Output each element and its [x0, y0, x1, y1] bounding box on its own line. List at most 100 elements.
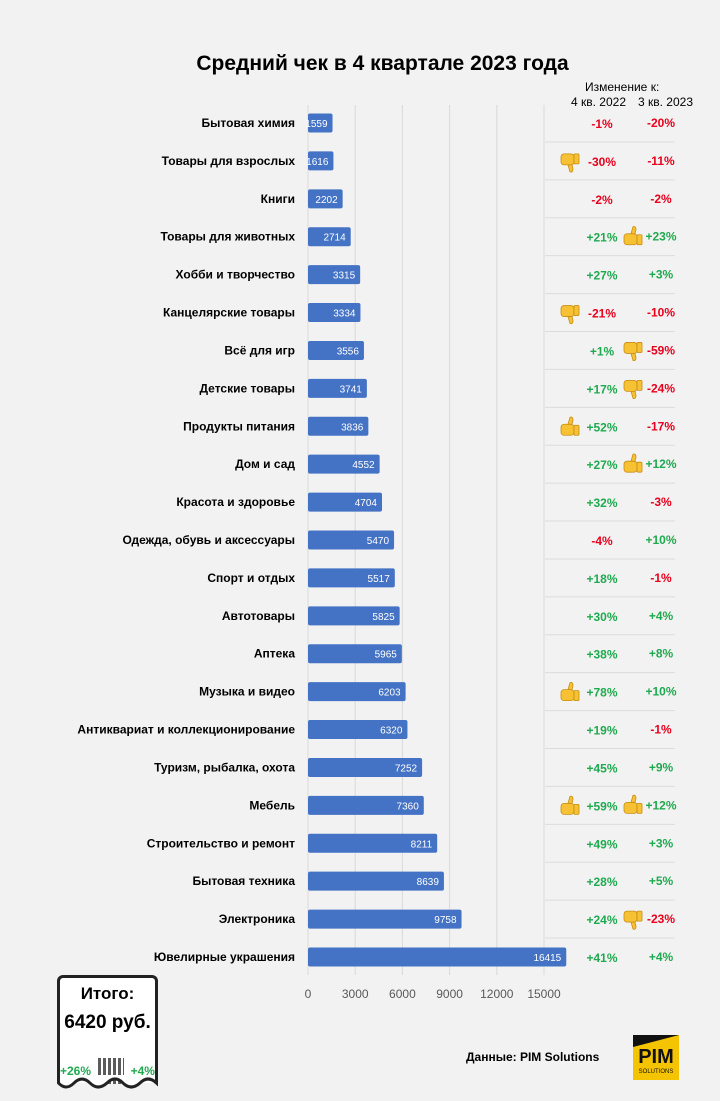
summary-change-q4-2022: +26% — [60, 1064, 92, 1078]
bar-value-label: 16415 — [533, 953, 561, 964]
change-q4-2022: +27% — [586, 269, 617, 283]
thumbs-down-icon — [560, 153, 580, 173]
category-label: Туризм, рыбалка, охота — [154, 760, 295, 774]
x-tick-label: 12000 — [480, 987, 514, 1001]
category-label: Автотовары — [222, 609, 295, 623]
thumbs-up-icon — [623, 226, 643, 246]
change-q3-2023: +10% — [645, 685, 676, 699]
change-q4-2022: -4% — [591, 534, 613, 548]
category-label: Бытовая техника — [192, 874, 295, 888]
bar-value-label: 4552 — [352, 460, 375, 471]
bar — [308, 947, 567, 967]
change-q4-2022: +41% — [586, 951, 617, 965]
category-label: Продукты питания — [183, 419, 295, 433]
change-q4-2022: +21% — [586, 231, 617, 245]
change-q4-2022: +49% — [586, 837, 617, 851]
change-q4-2022: +78% — [586, 686, 617, 700]
change-q4-2022: +28% — [586, 875, 617, 889]
category-label: Товары для животных — [161, 230, 296, 244]
bar-value-label: 7360 — [397, 801, 420, 812]
bar — [308, 757, 423, 777]
thumbs-down-icon — [623, 379, 643, 399]
change-q3-2023: -11% — [647, 154, 675, 168]
bar-value-label: 7252 — [395, 763, 418, 774]
bar-value-label: 2202 — [315, 195, 338, 206]
change-q3-2023: -17% — [647, 419, 675, 433]
bar — [308, 454, 380, 474]
bar — [308, 227, 351, 247]
change-q4-2022: +27% — [586, 458, 617, 472]
change-q3-2023: +8% — [649, 647, 674, 661]
change-q3-2023: +3% — [649, 268, 674, 282]
change-q3-2023: +23% — [645, 230, 676, 244]
receipt-wave-edge — [57, 1075, 158, 1089]
category-label: Бытовая химия — [202, 116, 295, 130]
bar-value-label: 5825 — [372, 612, 395, 623]
bar — [308, 644, 402, 664]
bar — [308, 795, 424, 815]
bar — [308, 720, 408, 740]
change-q3-2023: -20% — [647, 116, 675, 130]
change-q4-2022: +59% — [586, 799, 617, 813]
change-q4-2022: +17% — [586, 382, 617, 396]
summary-change-q3-2023: +4% — [130, 1064, 155, 1078]
thumbs-up-icon — [623, 453, 643, 473]
bar-value-label: 4704 — [355, 498, 378, 509]
bar — [308, 833, 438, 853]
category-label: Ювелирные украшения — [154, 950, 295, 964]
bar-value-label: 6203 — [378, 688, 401, 699]
bar — [308, 378, 367, 398]
x-tick-label: 9000 — [436, 987, 463, 1001]
change-q3-2023: +3% — [649, 836, 674, 850]
change-q3-2023: -3% — [650, 495, 672, 509]
thumbs-up-icon — [560, 416, 580, 436]
x-tick-label: 3000 — [342, 987, 369, 1001]
category-label: Аптека — [254, 647, 295, 661]
category-label: Всё для игр — [224, 343, 295, 357]
summary-receipt: Итого: 6420 руб. +26% +4% — [57, 975, 158, 1084]
bar-value-label: 3836 — [341, 422, 364, 433]
change-q3-2023: -23% — [647, 912, 675, 926]
pim-logo: PIM SOLUTIONS — [633, 1035, 679, 1080]
thumbs-up-icon — [623, 794, 643, 814]
change-header: Изменение к: — [585, 80, 660, 94]
category-label: Красота и здоровье — [176, 495, 295, 509]
change-column-q3-2023: 3 кв. 2023 — [638, 95, 693, 109]
bar — [308, 909, 462, 929]
bar — [308, 871, 444, 891]
summary-label: Итого: — [80, 984, 135, 1003]
category-label: Детские товары — [199, 381, 295, 395]
change-q3-2023: -24% — [647, 381, 675, 395]
category-label: Мебель — [249, 798, 295, 812]
category-label: Антиквариат и коллекционирование — [77, 723, 295, 737]
change-q4-2022: +24% — [586, 913, 617, 927]
bar-value-label: 2714 — [323, 233, 346, 244]
bar-value-label: 8211 — [411, 839, 433, 850]
bar — [308, 530, 395, 550]
x-tick-label: 0 — [305, 987, 312, 1001]
category-label: Музыка и видео — [199, 685, 295, 699]
bar — [308, 606, 400, 626]
change-q4-2022: +19% — [586, 724, 617, 738]
bar-value-label: 1616 — [306, 157, 329, 168]
thumbs-up-icon — [560, 795, 580, 815]
category-label: Дом и сад — [235, 457, 295, 471]
bar-value-label: 3556 — [337, 346, 360, 357]
x-tick-label: 15000 — [527, 987, 561, 1001]
bar — [308, 265, 361, 285]
bar — [308, 492, 383, 512]
change-q3-2023: -2% — [650, 192, 672, 206]
bar — [308, 189, 343, 209]
change-q3-2023: -1% — [650, 723, 672, 737]
category-label: Одежда, обувь и аксессуары — [122, 533, 295, 547]
summary-value: 6420 руб. — [64, 1012, 151, 1033]
category-label: Товары для взрослых — [162, 154, 296, 168]
change-q3-2023: +5% — [649, 874, 674, 888]
category-label: Электроника — [219, 912, 296, 926]
data-source: Данные: PIM Solutions — [466, 1050, 600, 1064]
thumbs-down-icon — [623, 910, 643, 930]
change-q3-2023: +4% — [649, 609, 674, 623]
change-q3-2023: +12% — [645, 798, 676, 812]
bar-value-label: 8639 — [417, 877, 440, 888]
